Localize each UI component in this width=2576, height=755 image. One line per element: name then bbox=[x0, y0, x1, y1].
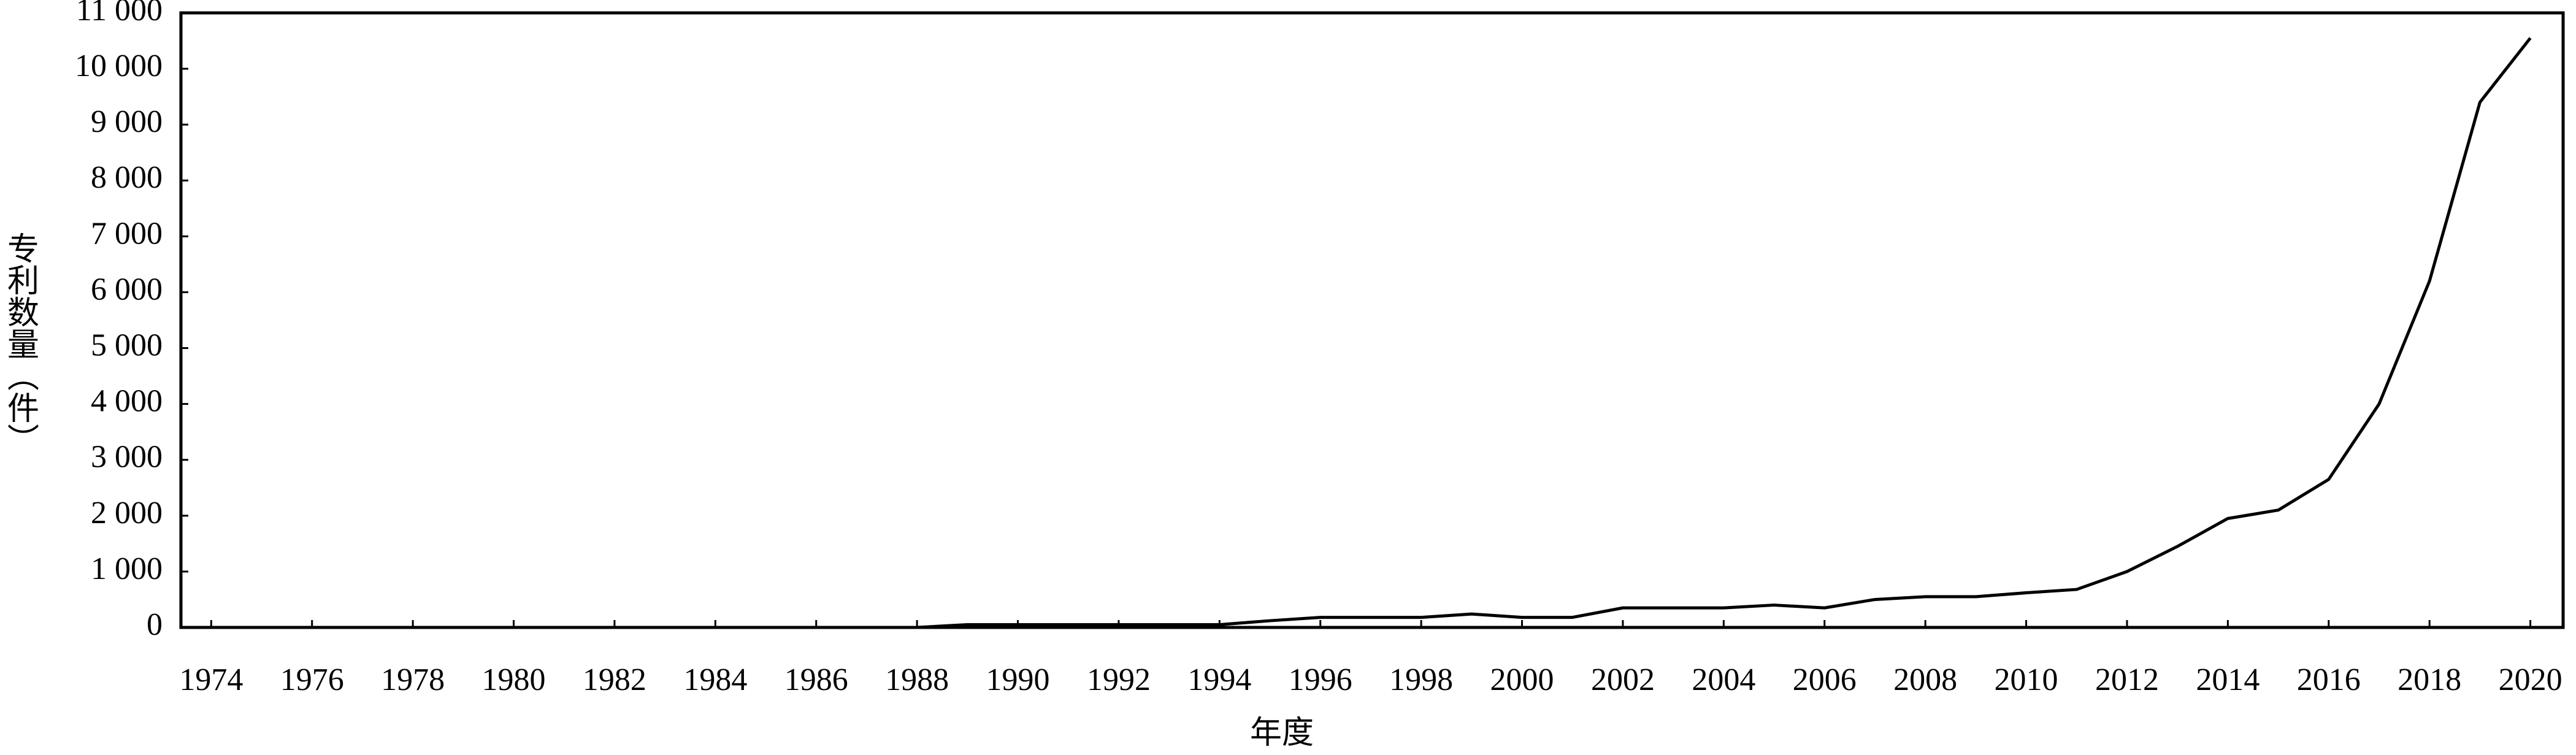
x-tick-label: 2012 bbox=[2095, 662, 2159, 697]
x-tick-label: 2018 bbox=[2398, 662, 2461, 697]
x-tick-label: 1986 bbox=[784, 662, 848, 697]
x-axis-title: 年度 bbox=[1250, 716, 1314, 751]
x-tick-label: 2004 bbox=[1692, 662, 1755, 697]
x-tick-label: 2014 bbox=[2196, 662, 2260, 697]
x-tick-label: 1976 bbox=[280, 662, 344, 697]
y-tick-label: 2 000 bbox=[91, 496, 163, 531]
x-tick-label: 1996 bbox=[1289, 662, 1352, 697]
y-tick-label: 8 000 bbox=[91, 160, 163, 195]
y-axis-title: 专利数量（件） bbox=[2, 232, 39, 455]
y-tick-label: 3 000 bbox=[91, 440, 163, 475]
x-tick-label: 1974 bbox=[179, 662, 243, 697]
x-tick-label: 1988 bbox=[885, 662, 949, 697]
plot-frame bbox=[179, 11, 2565, 629]
y-tick-label: 7 000 bbox=[91, 216, 163, 251]
y-tick-label: 1 000 bbox=[91, 551, 163, 586]
x-tick-label: 1978 bbox=[381, 662, 445, 697]
y-tick-label: 6 000 bbox=[91, 272, 163, 307]
y-tick-label: 4 000 bbox=[91, 384, 163, 419]
x-tick-label: 2002 bbox=[1591, 662, 1655, 697]
data-line bbox=[211, 37, 2532, 629]
x-tick-label: 1980 bbox=[482, 662, 546, 697]
x-tick-label: 2000 bbox=[1490, 662, 1554, 697]
x-tick-label: 2016 bbox=[2297, 662, 2361, 697]
x-tick-label: 1994 bbox=[1187, 662, 1251, 697]
y-tick-label: 10 000 bbox=[75, 48, 163, 83]
x-tick-label: 2006 bbox=[1793, 662, 1857, 697]
x-tick-label: 1984 bbox=[683, 662, 747, 697]
y-tick-label: 11 000 bbox=[76, 0, 163, 28]
y-tick-label: 0 bbox=[147, 607, 163, 642]
x-tick-label: 2020 bbox=[2499, 662, 2563, 697]
x-tick-label: 1982 bbox=[583, 662, 646, 697]
x-tick-label: 2008 bbox=[1893, 662, 1957, 697]
y-tick-label: 5 000 bbox=[91, 328, 163, 362]
x-tick-label: 1990 bbox=[986, 662, 1050, 697]
x-tick-label: 2010 bbox=[1995, 662, 2058, 697]
y-tick-label: 9 000 bbox=[91, 104, 163, 139]
x-tick-label: 1998 bbox=[1389, 662, 1453, 697]
x-tick-label: 1992 bbox=[1087, 662, 1151, 697]
